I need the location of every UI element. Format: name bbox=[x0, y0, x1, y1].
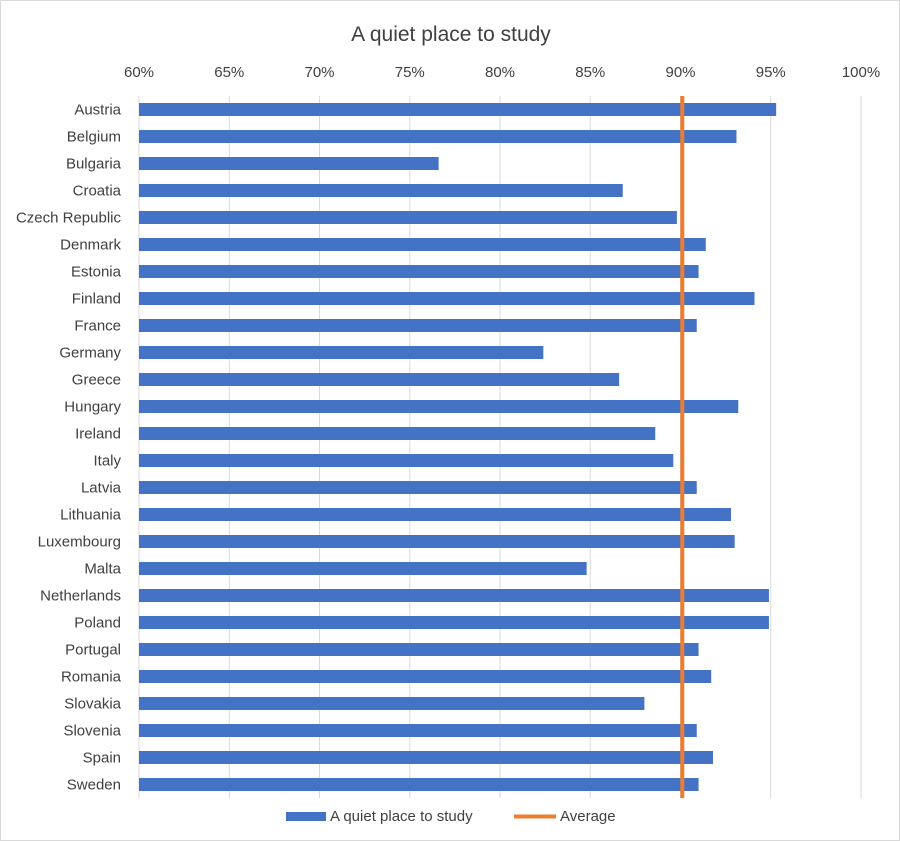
bar bbox=[139, 535, 735, 548]
category-label: Latvia bbox=[81, 480, 122, 497]
x-tick-label: 95% bbox=[756, 64, 786, 81]
category-label: Italy bbox=[93, 453, 121, 470]
bar bbox=[139, 616, 769, 629]
category-label: Romania bbox=[61, 669, 122, 686]
bars bbox=[139, 103, 777, 791]
x-tick-label: 75% bbox=[395, 64, 425, 81]
category-label: Hungary bbox=[64, 399, 121, 416]
category-label: Denmark bbox=[60, 237, 121, 254]
x-tick-label: 85% bbox=[575, 64, 605, 81]
x-tick-label: 80% bbox=[485, 64, 515, 81]
gridlines bbox=[138, 96, 862, 798]
category-label: France bbox=[74, 318, 121, 335]
bar bbox=[139, 562, 587, 575]
bar bbox=[139, 697, 645, 710]
category-label: Malta bbox=[84, 561, 121, 578]
category-label: Croatia bbox=[73, 183, 122, 200]
x-tick-label: 65% bbox=[214, 64, 244, 81]
category-label: Netherlands bbox=[40, 588, 121, 605]
category-label: Greece bbox=[72, 372, 121, 389]
category-label: Ireland bbox=[75, 426, 121, 443]
category-label: Czech Republic bbox=[16, 210, 122, 227]
bar bbox=[139, 778, 699, 791]
legend-label-quiet-place: A quiet place to study bbox=[330, 808, 473, 825]
category-label: Belgium bbox=[67, 129, 121, 146]
bar bbox=[139, 319, 697, 332]
category-label: Finland bbox=[72, 291, 121, 308]
bar bbox=[139, 130, 737, 143]
bar bbox=[139, 724, 697, 737]
bar bbox=[139, 400, 739, 413]
category-label: Lithuania bbox=[60, 507, 122, 524]
legend-swatch-quiet-place bbox=[286, 812, 326, 821]
bar bbox=[139, 481, 697, 494]
bar bbox=[139, 184, 623, 197]
category-label: Slovakia bbox=[64, 696, 121, 713]
chart-title: A quiet place to study bbox=[351, 23, 551, 46]
category-label: Estonia bbox=[71, 264, 122, 281]
bar bbox=[139, 346, 544, 359]
bar bbox=[139, 265, 699, 278]
bar bbox=[139, 589, 769, 602]
bar bbox=[139, 292, 755, 305]
bar bbox=[139, 211, 677, 224]
bar bbox=[139, 751, 713, 764]
bar bbox=[139, 670, 712, 683]
x-tick-label: 60% bbox=[124, 64, 154, 81]
x-axis-ticks: 60% 65% 70% 75% 80% 85% 90% 95% 100% bbox=[124, 64, 880, 81]
x-tick-label: 90% bbox=[665, 64, 695, 81]
bar bbox=[139, 373, 620, 386]
legend: A quiet place to study Average bbox=[286, 808, 616, 825]
category-label: Austria bbox=[74, 102, 121, 119]
bar bbox=[139, 427, 656, 440]
legend-label-average: Average bbox=[560, 808, 616, 825]
bar bbox=[139, 454, 674, 467]
x-tick-label: 70% bbox=[304, 64, 334, 81]
bar bbox=[139, 157, 439, 170]
x-tick-label: 100% bbox=[842, 64, 880, 81]
category-label: Germany bbox=[59, 345, 121, 362]
category-label: Bulgaria bbox=[66, 156, 122, 173]
category-label: Spain bbox=[83, 750, 121, 767]
bar bbox=[139, 643, 699, 656]
category-label: Slovenia bbox=[63, 723, 121, 740]
bar bbox=[139, 508, 732, 521]
category-label: Sweden bbox=[67, 777, 121, 794]
bar bbox=[139, 238, 706, 251]
category-label: Luxembourg bbox=[38, 534, 121, 551]
bar bbox=[139, 103, 777, 116]
category-label: Portugal bbox=[65, 642, 121, 659]
y-axis-categories: Austria Belgium Bulgaria Croatia Czech Repub… bbox=[16, 102, 122, 794]
category-label: Poland bbox=[74, 615, 121, 632]
